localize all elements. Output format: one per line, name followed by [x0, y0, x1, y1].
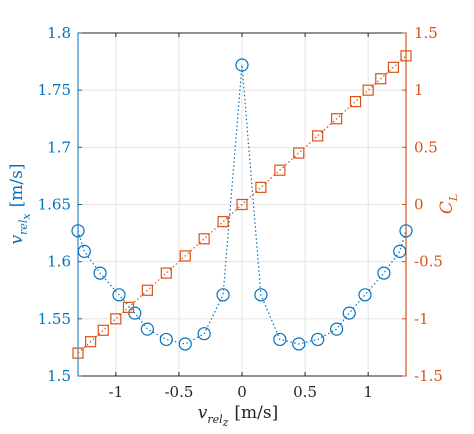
data-point-circle: [393, 244, 407, 258]
x-tick-label: -0.5: [164, 383, 193, 401]
data-point-square: [312, 130, 324, 142]
data-point-square: [110, 313, 122, 325]
data-point-circle: [399, 224, 413, 238]
data-point-square: [236, 198, 248, 211]
data-point-square: [362, 84, 374, 96]
data-point-circle: [93, 266, 107, 280]
data-point-square: [400, 50, 412, 62]
right-y-axis-label-sub: L: [447, 194, 460, 202]
data-point-square: [179, 250, 191, 262]
data-point-circle: [235, 58, 249, 72]
x-axis-label-sub: rel: [207, 413, 223, 426]
data-point-circle: [140, 322, 154, 336]
right-y-tick-label: 1: [414, 81, 424, 99]
x-axis-label-subsub: z: [222, 416, 229, 429]
left-y-axis-label-var: v: [7, 234, 27, 244]
series-right-line: [77, 55, 407, 354]
data-point-circle: [77, 244, 91, 258]
data-point-circle: [112, 288, 126, 302]
right-y-tick-label: 0: [414, 196, 424, 214]
left-y-tick-label: 1.55: [38, 310, 71, 328]
right-y-axis: -1.5 -1 -0.5 0 0.5 1 1.5: [402, 24, 443, 385]
data-point-square: [331, 113, 343, 125]
series-right-squares: [72, 50, 412, 359]
left-y-tick-label: 1.7: [47, 138, 71, 156]
data-point-square: [97, 324, 109, 336]
data-point-circle: [311, 332, 325, 347]
series-left-line: [77, 64, 407, 345]
data-point-circle: [358, 288, 372, 302]
right-y-tick-label: 1.5: [414, 24, 438, 42]
right-y-tick-label: 0.5: [414, 138, 438, 156]
right-y-tick-label: -1.5: [414, 367, 443, 385]
right-y-tick-label: -0.5: [414, 253, 443, 271]
x-tick-label: -1: [109, 383, 124, 401]
left-y-axis-label-subsub: x: [20, 213, 33, 220]
data-point-square: [293, 147, 305, 159]
data-point-square: [387, 61, 399, 73]
left-y-axis: 1.5 1.55 1.6 1.65 1.7 1.75 1.8: [38, 24, 82, 385]
x-axis-label: vrelz [m/s]: [198, 403, 279, 429]
data-point-circle: [197, 327, 211, 341]
data-point-square: [85, 336, 97, 348]
data-point-circle: [178, 337, 192, 351]
x-tick-label: 0.5: [293, 383, 317, 401]
data-point-square: [198, 233, 210, 245]
data-point-circle: [273, 332, 287, 347]
left-y-axis-label-sub: rel: [17, 219, 30, 235]
left-y-tick-label: 1.65: [38, 196, 71, 214]
data-point-square: [217, 216, 229, 228]
data-point-square: [122, 301, 135, 313]
data-point-square: [255, 181, 267, 193]
left-y-tick-label: 1.8: [47, 24, 71, 42]
x-tick-label: 1: [363, 383, 373, 401]
data-point-square: [160, 267, 172, 279]
data-point-square: [72, 347, 84, 359]
left-y-tick-label: 1.75: [38, 81, 71, 99]
data-point-circle: [216, 288, 230, 302]
data-point-square: [274, 164, 286, 176]
x-axis-label-var: v: [198, 403, 208, 423]
x-axis-label-unit: [m/s]: [234, 403, 278, 423]
data-point-circle: [342, 306, 356, 320]
data-point-circle: [330, 322, 344, 336]
right-y-tick-label: -1: [414, 310, 429, 328]
data-point-circle: [254, 288, 268, 302]
data-point-circle: [159, 332, 173, 347]
left-y-tick-label: 1.6: [47, 253, 71, 271]
data-point-circle: [292, 337, 306, 351]
data-point-circle: [71, 224, 85, 238]
data-point-square: [349, 95, 362, 108]
right-y-axis-label-var: C: [437, 201, 457, 214]
data-point-circle: [377, 266, 391, 280]
left-y-tick-label: 1.5: [47, 367, 71, 385]
series-left-circles: [71, 58, 413, 351]
data-point-square: [141, 284, 153, 296]
data-point-square: [375, 73, 387, 85]
x-tick-label: 0: [237, 383, 247, 401]
x-axis: -1 -0.5 0 0.5 1: [109, 33, 373, 401]
left-y-axis-label-unit: [m/s]: [7, 164, 27, 208]
right-y-axis-label: CL: [437, 194, 460, 214]
data-point-circle: [128, 306, 142, 320]
left-y-axis-label: vrelx [m/s]: [7, 164, 33, 245]
